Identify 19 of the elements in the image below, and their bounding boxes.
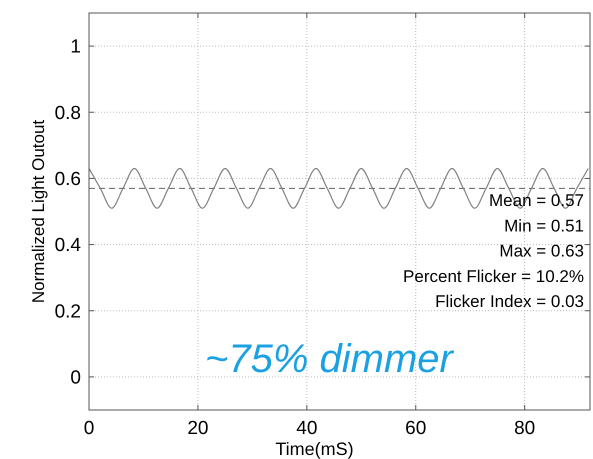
x-tick-label: 60 xyxy=(405,418,426,439)
annotation: Max = 0.63 xyxy=(499,242,584,261)
annotation: Mean = 0.57 xyxy=(489,191,584,210)
annotation: Percent Flicker = 10.2% xyxy=(403,266,584,286)
x-tick-label: 40 xyxy=(296,418,318,439)
y-tick-label: 0.2 xyxy=(54,301,81,322)
y-tick-label: 0 xyxy=(70,368,81,389)
y-tick-label: 0.4 xyxy=(54,235,82,256)
x-tick-label: 20 xyxy=(187,418,208,439)
x-tick-label: 80 xyxy=(514,418,536,439)
y-tick-label: 0.8 xyxy=(54,102,81,124)
annotation: ~75% dimmer xyxy=(205,337,455,381)
annotation: Min = 0.51 xyxy=(504,216,584,236)
x-tick-label: 0 xyxy=(84,418,94,439)
x-axis-title: Time(mS) xyxy=(275,439,354,459)
annotation: Flicker Index = 0.03 xyxy=(435,292,584,312)
y-tick-label: 0.6 xyxy=(54,169,81,190)
y-tick-label: 1 xyxy=(70,36,81,58)
y-axis-title: Normalized Light Outout xyxy=(29,120,48,304)
